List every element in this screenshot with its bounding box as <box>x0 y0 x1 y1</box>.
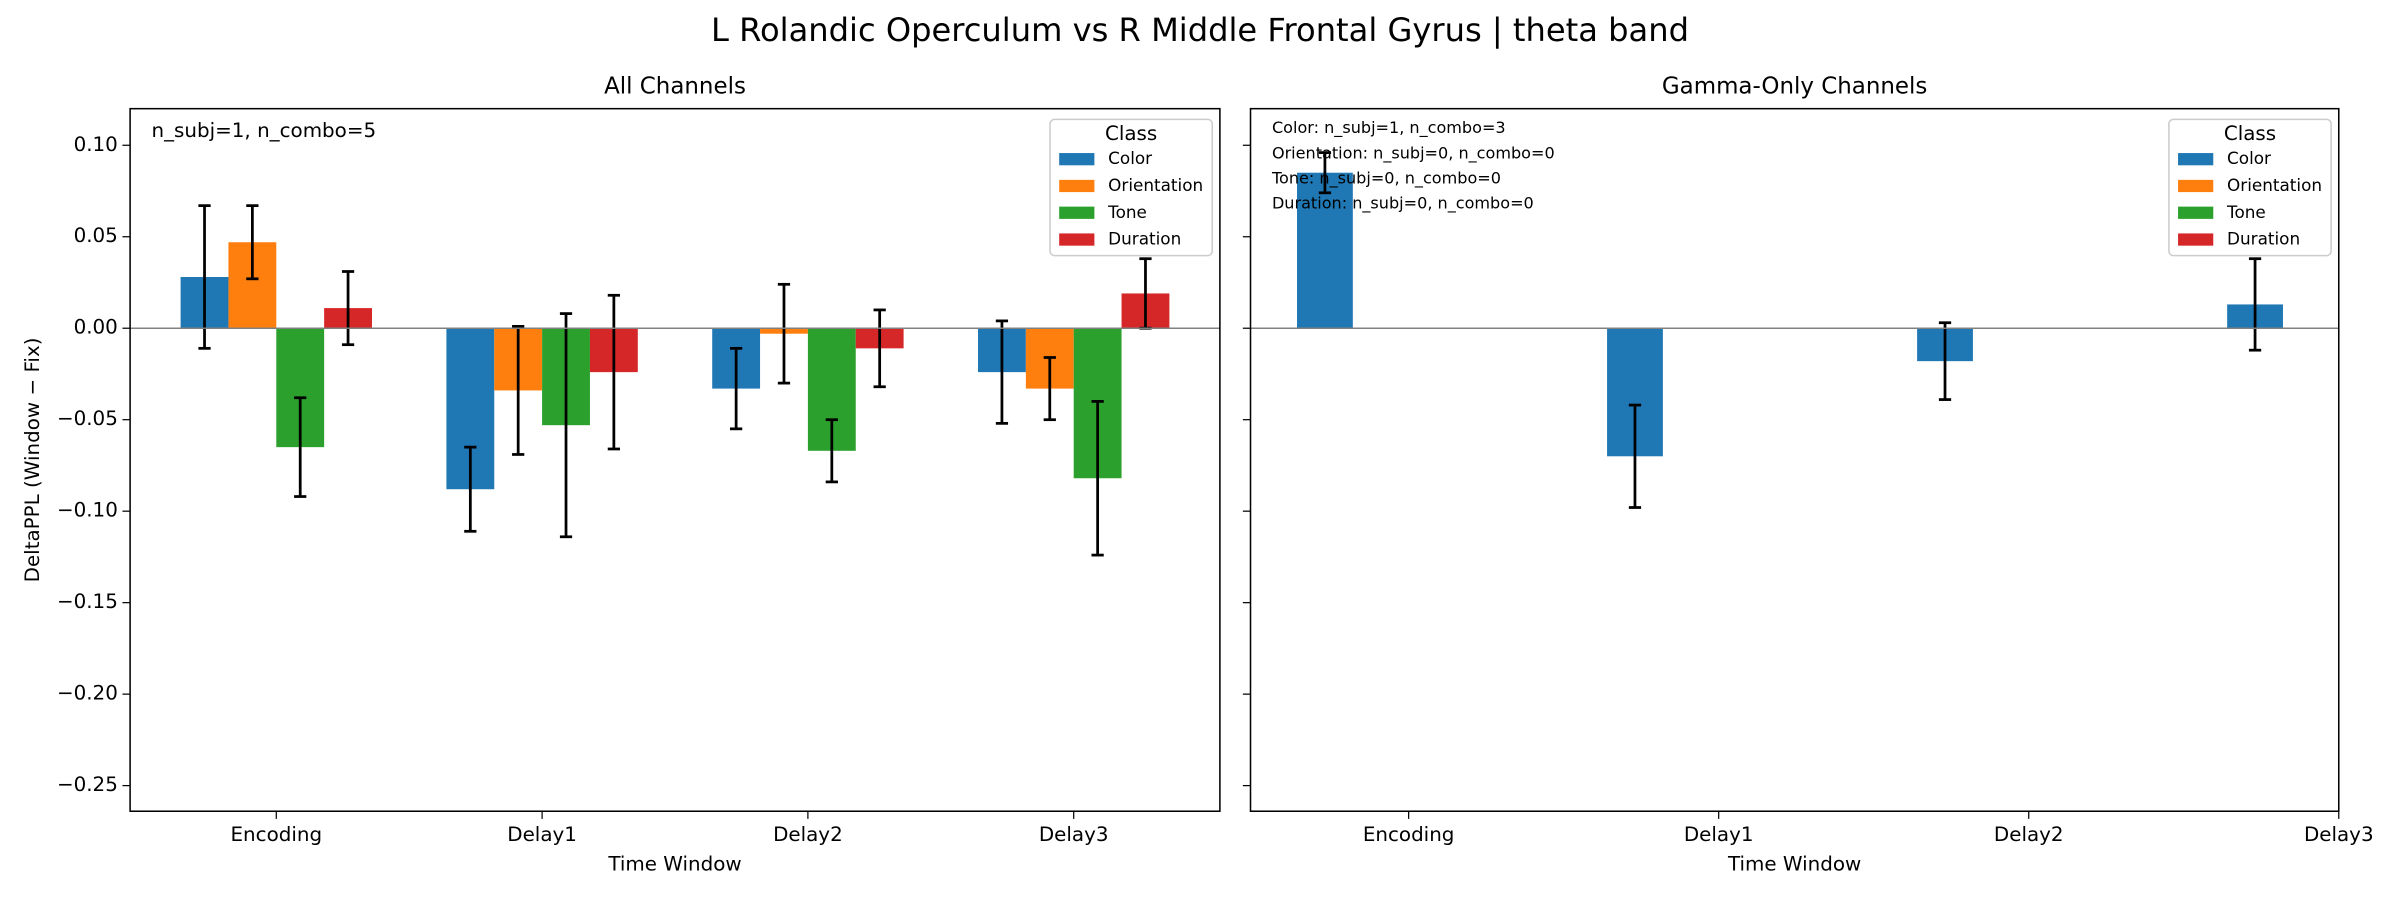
annotation: Duration: n_subj=0, n_combo=0 <box>1272 194 1534 214</box>
subplot-title: Gamma-Only Channels <box>1662 74 1927 100</box>
y-tick-label: −0.10 <box>57 499 118 522</box>
annotation: n_subj=1, n_combo=5 <box>152 119 377 142</box>
legend-label: Duration <box>1108 229 1181 249</box>
legend-label: Orientation <box>2227 175 2322 195</box>
figure-title: L Rolandic Operculum vs R Middle Frontal… <box>711 11 1689 49</box>
y-tick-label: −0.20 <box>57 682 118 705</box>
x-tick-label: Delay3 <box>2304 823 2374 846</box>
x-axis-label: Time Window <box>607 852 741 875</box>
x-axis-label: Time Window <box>1727 852 1861 875</box>
legend-title: Class <box>1105 122 1157 145</box>
y-tick-label: −0.15 <box>57 590 118 613</box>
subplot-title: All Channels <box>604 74 746 100</box>
x-tick-label: Encoding <box>230 823 322 846</box>
x-tick-label: Delay3 <box>1039 823 1109 846</box>
y-tick-label: 0.00 <box>74 316 118 339</box>
legend-swatch <box>2178 206 2214 219</box>
x-tick-label: Delay1 <box>1684 823 1754 846</box>
legend-swatch <box>1059 206 1095 219</box>
legend-swatch <box>1059 233 1095 246</box>
y-tick-label: 0.05 <box>74 224 118 247</box>
axes-frame <box>129 107 1221 812</box>
legend-title: Class <box>2224 122 2276 145</box>
x-tick-label: Encoding <box>1363 823 1455 846</box>
y-tick-label: −0.05 <box>57 407 118 430</box>
y-axis-label: DeltaPPL (Window − Fix) <box>21 338 44 583</box>
legend-label: Duration <box>2227 229 2300 249</box>
legend-label: Tone <box>2226 202 2266 222</box>
axes-frame <box>1249 107 2340 812</box>
y-tick-label: −0.25 <box>57 773 118 796</box>
legend-swatch <box>1059 153 1095 166</box>
x-tick-label: Delay2 <box>1994 823 2064 846</box>
legend-label: Color <box>1108 148 1152 168</box>
annotation: Color: n_subj=1, n_combo=3 <box>1272 118 1506 138</box>
annotation: Tone: n_subj=0, n_combo=0 <box>1271 168 1501 188</box>
bar <box>1297 172 1353 329</box>
x-tick-label: Delay1 <box>507 823 577 846</box>
legend-swatch <box>1059 179 1095 193</box>
legend-swatch <box>2178 179 2214 193</box>
annotation: Orientation: n_subj=0, n_combo=0 <box>1272 143 1555 163</box>
legend-swatch <box>2178 233 2214 246</box>
x-tick-label: Delay2 <box>773 823 843 846</box>
legend-label: Color <box>2227 148 2271 168</box>
legend-label: Orientation <box>1108 175 1203 195</box>
legend-label: Tone <box>1107 202 1147 222</box>
legend-swatch <box>2178 153 2214 166</box>
y-tick-label: 0.10 <box>74 133 118 156</box>
